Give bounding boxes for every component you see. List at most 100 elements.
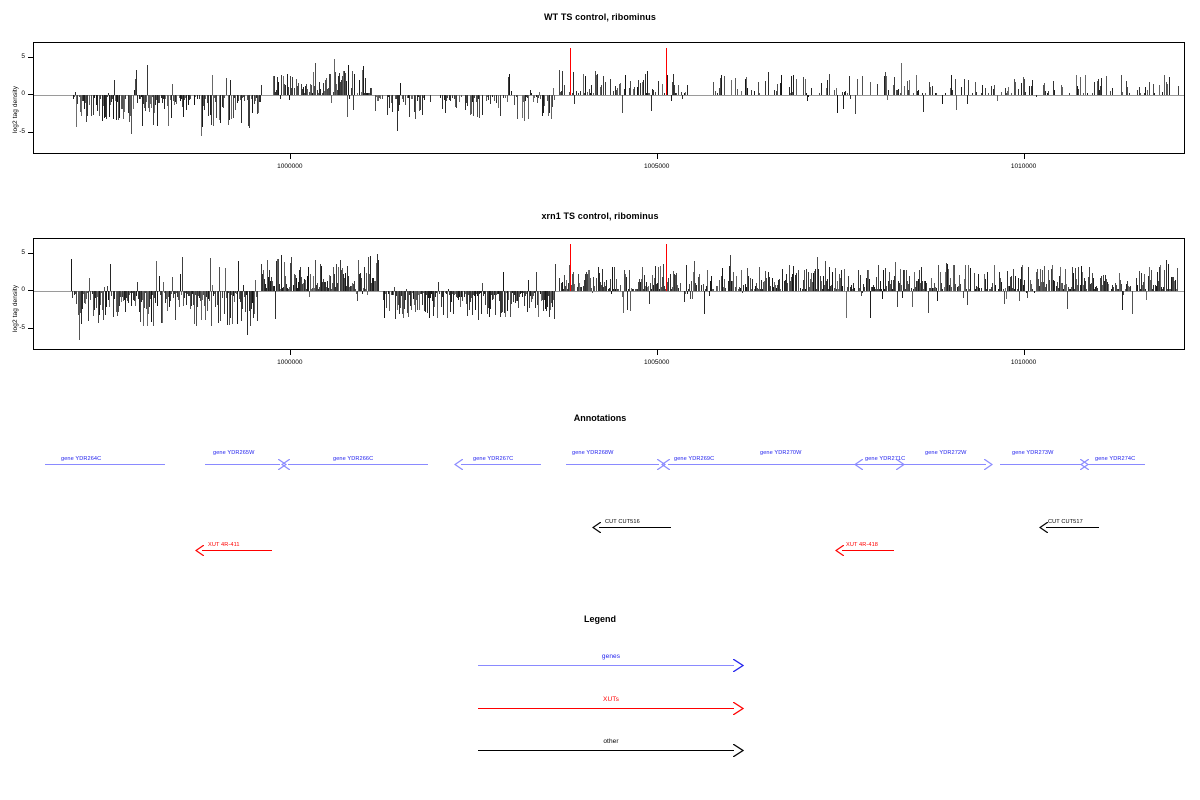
track-bar	[564, 84, 565, 96]
track-bar	[352, 70, 353, 96]
track-bar	[1057, 281, 1058, 292]
track-bar	[1111, 289, 1112, 292]
track-bar	[1101, 77, 1102, 96]
track-bar	[847, 286, 848, 292]
track-bar	[348, 65, 349, 96]
annotation-feature[interactable]: gene YDR272W	[920, 450, 993, 470]
annotation-feature[interactable]: XUT 4R-418	[835, 541, 894, 556]
track-bar	[723, 286, 724, 292]
track-bar	[898, 89, 899, 96]
track-bar	[821, 82, 822, 96]
track-bar	[374, 280, 375, 292]
track-bar	[477, 291, 478, 296]
track-bar	[464, 291, 465, 298]
track-bar	[678, 287, 679, 292]
track-bar	[601, 84, 602, 96]
annotation-feature[interactable]: gene YDR264C	[45, 455, 165, 469]
track-bar	[511, 291, 512, 304]
track-bar	[362, 291, 363, 294]
legend-item-other[interactable]: other	[478, 738, 745, 758]
track-bar	[827, 80, 828, 96]
track-bar	[984, 274, 985, 292]
track-bar	[408, 95, 409, 99]
track-bar	[521, 291, 522, 294]
track-bar	[574, 95, 575, 104]
track-bar	[864, 286, 865, 292]
track-bar	[584, 92, 585, 96]
annotation-feature[interactable]: gene YDR269C	[661, 455, 731, 470]
feature-line	[566, 464, 659, 465]
track-bar	[456, 95, 457, 108]
track-bar	[911, 287, 912, 292]
track-plot-wt[interactable]	[33, 42, 1185, 154]
track-bar	[327, 281, 328, 292]
track-bar	[137, 281, 138, 292]
track-plot-xrn1[interactable]	[33, 238, 1185, 350]
track-bar	[256, 95, 257, 99]
track-bar	[457, 291, 458, 298]
track-bar	[97, 291, 98, 297]
track-bar	[351, 285, 352, 292]
track-bar	[701, 284, 702, 292]
track-bar	[835, 268, 836, 292]
track-bar	[377, 253, 378, 292]
track-bar	[942, 288, 943, 292]
track-bar	[431, 291, 432, 294]
track-bar	[584, 280, 585, 292]
track-bar	[877, 288, 878, 292]
track-bar	[1005, 287, 1006, 292]
annotation-feature[interactable]: XUT 4R-411	[195, 541, 272, 556]
track-bar	[949, 284, 950, 292]
track-bar	[667, 75, 668, 96]
annotation-feature[interactable]: gene YDR265W	[205, 450, 287, 470]
annotation-feature[interactable]: gene YDR268W	[566, 450, 666, 470]
track-bar	[358, 260, 359, 292]
track-bar	[452, 95, 453, 98]
track-bar	[1069, 289, 1070, 292]
track-bar	[954, 265, 955, 292]
track-bar	[465, 95, 466, 110]
legend-item-xuts[interactable]: XUTs	[478, 696, 745, 716]
track-bar	[334, 273, 335, 292]
annotation-feature[interactable]: gene YDR271C	[854, 455, 923, 470]
track-bar	[510, 291, 511, 317]
track-bar	[297, 288, 298, 292]
track-bar	[1121, 283, 1122, 292]
track-bar	[1014, 288, 1015, 292]
track-bar	[968, 79, 969, 96]
track-bar	[866, 278, 867, 292]
annotation-feature[interactable]: gene YDR266C	[281, 455, 428, 470]
annotation-feature[interactable]: gene YDR273W	[1000, 450, 1089, 470]
annotation-feature[interactable]: gene YDR267C	[454, 455, 541, 470]
track-bar	[83, 291, 84, 295]
track-bar	[318, 92, 319, 96]
track-bar	[366, 93, 367, 96]
track-bar	[940, 272, 941, 292]
track-bar	[639, 278, 640, 292]
track-bar	[546, 291, 547, 311]
track-bar	[248, 95, 249, 127]
x-tick-label: 1005000	[644, 359, 670, 366]
track-bar	[1162, 289, 1163, 292]
track-bar	[293, 284, 294, 292]
track-bar	[710, 280, 711, 292]
track-bar	[840, 278, 841, 292]
track-bar	[985, 278, 986, 292]
track-bar	[514, 95, 515, 105]
track-bar	[1009, 285, 1010, 292]
annotation-feature[interactable]: CUT CUT517	[1039, 518, 1099, 533]
track-bar	[121, 95, 122, 109]
track-bar	[950, 277, 951, 292]
track-bar	[154, 95, 155, 114]
track-bar	[1168, 264, 1169, 292]
legend-item-genes[interactable]: genes	[478, 653, 745, 673]
annotation-feature[interactable]: CUT CUT516	[592, 518, 671, 533]
annotation-feature[interactable]: gene YDR274C	[1080, 455, 1145, 470]
track-bar	[339, 73, 340, 96]
position-marker	[570, 244, 571, 292]
track-bar	[837, 281, 838, 292]
track-bar	[649, 291, 650, 305]
track-bar	[1130, 286, 1131, 292]
track-bar	[396, 95, 397, 100]
track-bar	[926, 283, 927, 292]
